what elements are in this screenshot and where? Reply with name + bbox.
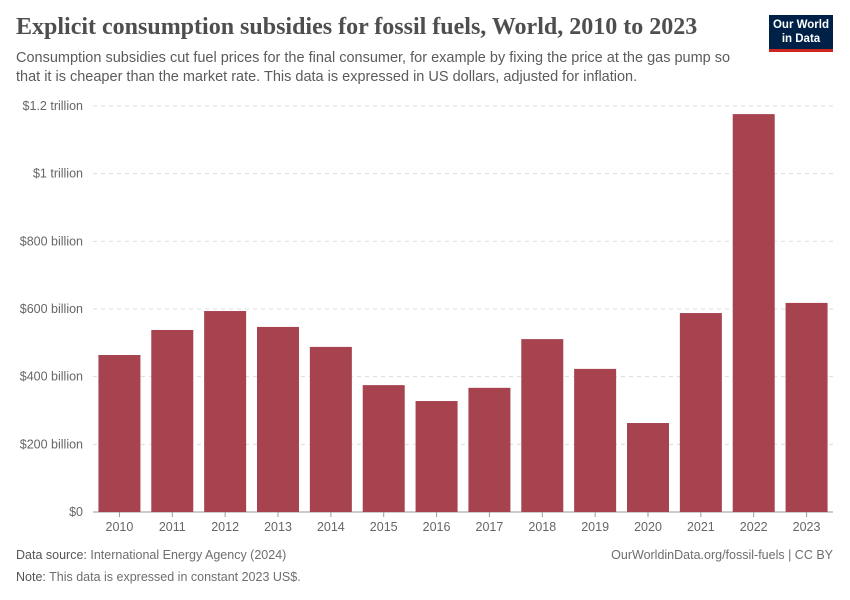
bar-2013 [257, 326, 299, 512]
x-tick-label: 2017 [476, 520, 504, 534]
note-text: This data is expressed in constant 2023 … [49, 570, 301, 584]
chart-subtitle: Consumption subsidies cut fuel prices fo… [16, 50, 731, 85]
bar-2018 [521, 339, 564, 512]
x-tick-label: 2019 [581, 520, 609, 534]
x-tick-label: 2023 [793, 520, 821, 534]
bar-2020 [627, 423, 669, 512]
note-label: Note: [16, 570, 46, 584]
bar-2017 [468, 387, 511, 512]
bar-2019 [574, 368, 617, 512]
x-tick-label: 2011 [159, 520, 186, 534]
bar-2010 [98, 355, 141, 512]
source-label: Data source: [16, 548, 87, 562]
bar-2022 [732, 114, 775, 513]
data-source: Data source: International Energy Agency… [16, 548, 286, 562]
chart-title: Explicit consumption subsidies for fossi… [16, 14, 698, 40]
x-tick-label: 2018 [528, 520, 556, 534]
x-tick-label: 2010 [106, 520, 134, 534]
bar-2023 [785, 302, 828, 512]
source-url[interactable]: OurWorldinData.org/fossil-fuels | CC BY [611, 548, 833, 562]
bar-2021 [679, 313, 722, 512]
y-tick-label: $200 billion [20, 437, 83, 451]
logo-line2: in Data [781, 33, 821, 45]
bar-2014 [309, 346, 352, 512]
bar-2015 [362, 385, 405, 512]
bar-2011 [151, 329, 194, 512]
x-tick-label: 2020 [634, 520, 662, 534]
logo-line1: Our World [772, 19, 829, 31]
y-tick-label: $600 billion [20, 302, 83, 316]
y-tick-label: $1 trillion [33, 167, 83, 181]
source-text[interactable]: International Energy Agency (2024) [90, 548, 287, 562]
owid-logo[interactable]: Our World in Data [769, 15, 833, 52]
x-tick-label: 2013 [264, 520, 292, 534]
x-tick-label: 2021 [687, 520, 715, 534]
bar-chart: $0 $200 billion $400 billion $600 billion $8… [20, 99, 833, 534]
y-tick-label: $1.2 trillion [23, 99, 83, 113]
note: Note: This data is expressed in constant… [16, 570, 301, 584]
y-tick-label: $0 [69, 505, 83, 519]
bar-2012 [204, 311, 247, 512]
y-tick-label: $400 billion [20, 370, 83, 384]
x-tick-label: 2014 [317, 520, 345, 534]
x-tick-label: 2016 [423, 520, 451, 534]
x-tick-label: 2022 [740, 520, 768, 534]
bar-2016 [415, 401, 458, 512]
x-tick-label: 2012 [211, 520, 239, 534]
y-tick-label: $800 billion [20, 234, 83, 248]
x-tick-label: 2015 [370, 520, 398, 534]
